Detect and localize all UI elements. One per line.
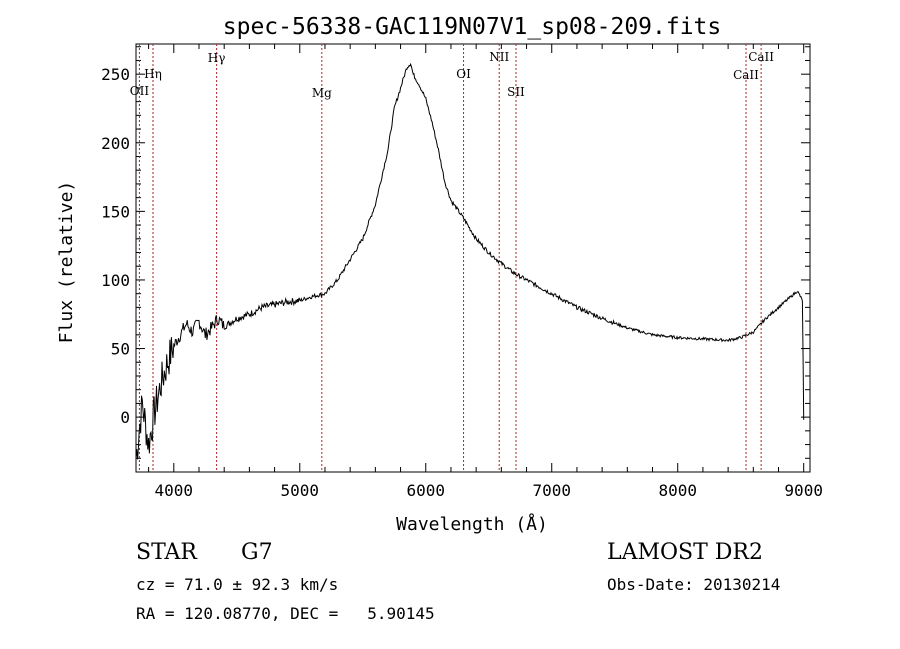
x-tick-label: 4000 bbox=[155, 481, 194, 500]
line-marker-label: CaII bbox=[748, 50, 774, 64]
y-tick-label: 200 bbox=[101, 134, 130, 153]
x-tick-label: 5000 bbox=[281, 481, 320, 500]
line-marker-label: CaII bbox=[733, 68, 759, 82]
x-tick-label: 7000 bbox=[532, 481, 571, 500]
y-tick-label: 50 bbox=[111, 340, 130, 359]
line-marker-label: SII bbox=[507, 85, 525, 99]
redshift-info: cz = 71.0 ± 92.3 km/s bbox=[136, 575, 338, 594]
x-tick-label: 6000 bbox=[406, 481, 445, 500]
line-marker-label: Hγ bbox=[208, 51, 226, 65]
object-class: STAR bbox=[136, 540, 198, 565]
line-marker-label: OI bbox=[456, 67, 471, 81]
y-axis: 0 50 100 150 200 250 bbox=[101, 46, 810, 459]
spectrum-line bbox=[135, 62, 805, 460]
coordinates-info: RA = 120.08770, DEC = 5.90145 bbox=[136, 604, 435, 623]
plot-frame bbox=[135, 43, 811, 473]
x-axis-label: Wavelength (Å) bbox=[396, 513, 548, 535]
y-tick-label: 100 bbox=[101, 271, 130, 290]
chart-title: spec-56338-GAC119N07V1_sp08-209.fits bbox=[223, 14, 722, 40]
spectrum-series bbox=[135, 62, 805, 460]
line-marker-label: Hη bbox=[144, 67, 162, 81]
y-tick-label: 0 bbox=[120, 408, 130, 427]
emission-line-markers: OII Hη Hγ Mg OI NII SII CaII CaII bbox=[130, 44, 774, 472]
observation-date: Obs-Date: 20130214 bbox=[607, 575, 780, 594]
y-tick-label: 250 bbox=[101, 65, 130, 84]
survey-name: LAMOST DR2 bbox=[607, 540, 763, 565]
line-marker-label: Mg bbox=[312, 86, 332, 100]
line-marker-label: OII bbox=[130, 84, 150, 98]
x-axis: 4000 5000 6000 7000 8000 9000 bbox=[148, 44, 823, 500]
y-axis-label: Flux (relative) bbox=[56, 181, 77, 344]
y-tick-label: 150 bbox=[101, 202, 130, 221]
x-tick-label: 9000 bbox=[784, 481, 823, 500]
object-subclass: G7 bbox=[241, 540, 273, 565]
x-tick-label: 8000 bbox=[658, 481, 697, 500]
line-marker-label: NII bbox=[489, 50, 509, 64]
